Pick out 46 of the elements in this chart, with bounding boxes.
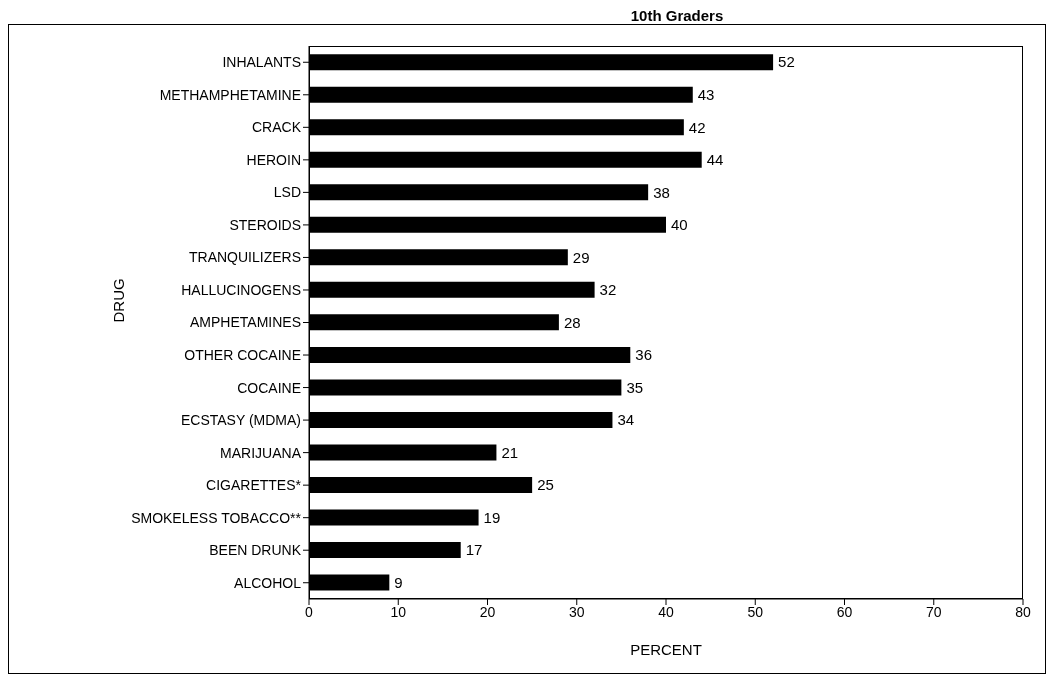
data-label: 43 — [697, 85, 715, 103]
data-label: 42 — [688, 118, 706, 136]
data-label: 40 — [671, 216, 688, 234]
y-tick-label: CIGARETTES* — [206, 477, 302, 494]
x-tick-label: 60 — [836, 603, 853, 620]
data-label: 35 — [626, 378, 644, 396]
x-tick-label: 50 — [747, 603, 764, 620]
y-tick-label: HEROIN — [246, 151, 301, 168]
data-label: 19 — [483, 508, 501, 526]
data-label: 44 — [706, 151, 724, 169]
y-tick-label: HALLUCINOGENS — [181, 281, 301, 298]
y-tick-label: INHALANTS — [222, 54, 301, 71]
x-tick-label: 40 — [658, 603, 674, 620]
y-tick-label: METHAMPHETAMINE — [159, 86, 301, 103]
y-tick-label: STEROIDS — [229, 216, 301, 233]
data-label: 36 — [635, 346, 652, 364]
data-label: 25 — [537, 476, 554, 494]
y-tick-label: SMOKELESS TOBACCO** — [131, 509, 302, 526]
y-tick-label: AMPHETAMINES — [190, 314, 301, 331]
y-tick-label: OTHER COCAINE — [184, 347, 301, 363]
x-tick-label: 20 — [479, 603, 496, 620]
y-tick-label: MARIJUANA — [220, 444, 302, 461]
data-label: 52 — [778, 53, 795, 71]
y-tick-label: TRANQUILIZERS — [188, 249, 301, 266]
y-axis-title: DRUG — [110, 278, 128, 323]
x-tick-label: 80 — [1015, 603, 1031, 620]
y-tick-label: BEEN DRUNK — [209, 542, 302, 559]
y-tick-label: ALCOHOL — [234, 574, 302, 591]
x-tick-label: 10 — [390, 603, 407, 620]
data-label: 28 — [563, 313, 581, 331]
data-label: 32 — [599, 281, 617, 299]
data-label: 29 — [572, 248, 590, 266]
y-tick-label: COCAINE — [237, 379, 301, 396]
data-label: 34 — [617, 411, 635, 429]
x-tick-label: 0 — [305, 603, 314, 620]
x-axis-title: PERCENT — [630, 641, 702, 658]
data-label: 21 — [501, 443, 519, 461]
data-label: 9 — [394, 573, 403, 591]
chart-title: 10th Graders — [629, 7, 725, 24]
y-tick-label: ECSTASY (MDMA) — [180, 412, 301, 429]
x-tick-label: 30 — [568, 603, 585, 620]
data-label: 17 — [465, 541, 483, 559]
y-tick-label: CRACK — [251, 119, 302, 136]
y-tick-label: LSD — [273, 184, 301, 201]
x-tick-label: 70 — [925, 603, 942, 620]
data-label: 38 — [653, 183, 670, 201]
